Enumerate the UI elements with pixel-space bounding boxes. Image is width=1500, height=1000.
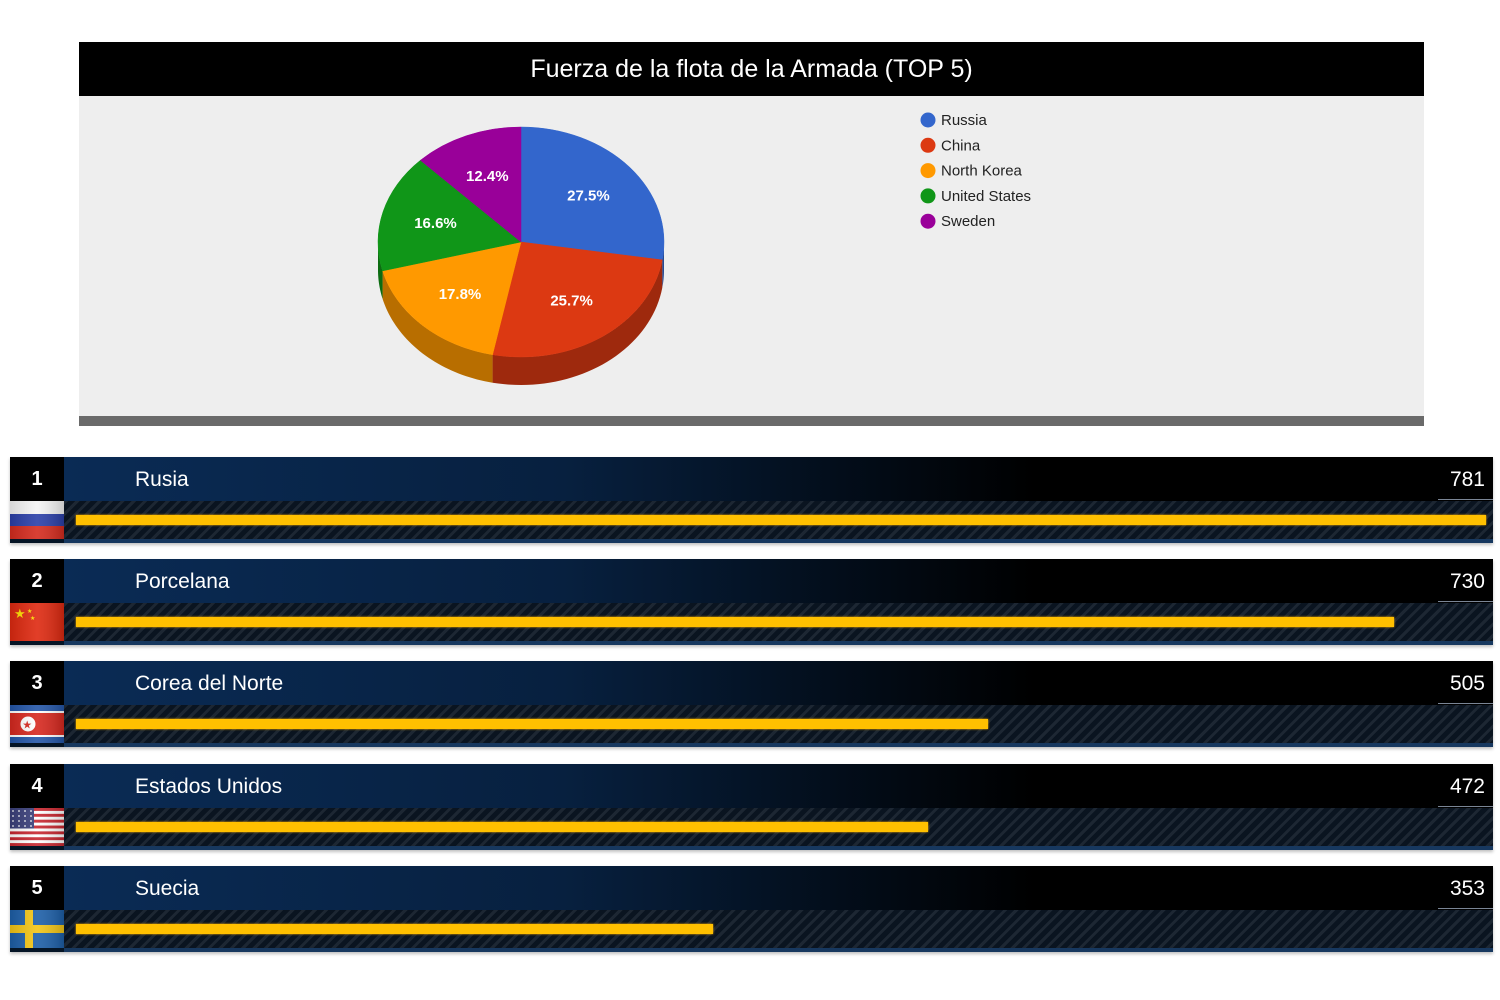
pie-chart: 27.5% 25.7% 17.8% 16.6% 12.4% Russia China Nort…	[377, 112, 1032, 385]
pie-slice-labels: 27.5% 25.7% 17.8% 16.6% 12.4%	[414, 168, 609, 310]
bar-fill	[76, 719, 988, 729]
fleet-value: 781	[1449, 468, 1485, 491]
legend-label: Russia	[941, 112, 988, 129]
rank-number: 3	[10, 661, 64, 705]
country-name: Porcelana	[135, 570, 230, 593]
ranking-header: Estados Unidos 472	[64, 764, 1493, 808]
legend-swatch	[920, 188, 936, 204]
pie-slice-label: 27.5%	[567, 188, 610, 205]
bar-fill	[76, 515, 1486, 525]
row-bottom-line	[64, 846, 1493, 850]
pie-slice-russia[interactable]	[520, 126, 665, 261]
legend-item[interactable]: China	[920, 137, 981, 154]
bar-track	[64, 808, 1493, 846]
ranking-row: 3 Corea del Norte 505 ★	[10, 661, 1493, 747]
ranking-header: Porcelana 730	[64, 559, 1493, 603]
legend-item[interactable]: Sweden	[920, 213, 996, 230]
ranking-header: Suecia 353	[64, 866, 1493, 910]
bar-fill	[76, 822, 928, 832]
country-name: Suecia	[135, 877, 200, 900]
pie-chart-card: 27.5% 25.7% 17.8% 16.6% 12.4% Russia China Nort…	[79, 42, 1424, 426]
pie-slice-china[interactable]	[492, 241, 663, 358]
pie-slice-label: 25.7%	[550, 293, 593, 310]
pie-side-north-korea	[382, 270, 493, 383]
pie-side-china	[492, 259, 663, 385]
ranking-row: 1 Rusia 781	[10, 457, 1493, 543]
row-bottom-line	[64, 641, 1493, 645]
legend-item[interactable]: United States	[920, 188, 1032, 205]
bar-fill	[76, 924, 713, 934]
row-bottom-line	[64, 539, 1493, 543]
rank-number: 1	[10, 457, 64, 501]
usa-flag-icon	[10, 808, 64, 846]
country-name: Estados Unidos	[135, 775, 283, 798]
pie-slice-north-korea[interactable]	[382, 241, 522, 355]
rank-number: 5	[10, 866, 64, 910]
pie-slice-label: 12.4%	[466, 168, 509, 185]
fleet-value: 353	[1449, 877, 1485, 900]
pie-slices	[377, 126, 665, 358]
russia-flag-icon	[10, 501, 64, 539]
ranking-row: 4 Estados Unidos 472	[10, 764, 1493, 850]
legend-item[interactable]: North Korea	[920, 163, 1023, 180]
legend-swatch	[920, 137, 936, 153]
row-bottom-line	[64, 743, 1493, 747]
value-underline	[1438, 601, 1493, 602]
pie-legend: Russia China North Korea United States Swede…	[920, 112, 1032, 230]
pie-slice-united-states[interactable]	[377, 159, 522, 272]
country-name: Rusia	[135, 468, 189, 491]
rank-number: 2	[10, 559, 64, 603]
pie-side-russia	[662, 242, 664, 288]
legend-swatch	[920, 112, 936, 128]
value-underline	[1438, 499, 1493, 500]
north-korea-flag-icon: ★	[10, 705, 64, 743]
pie-slice-label: 16.6%	[414, 215, 457, 232]
sweden-flag-icon	[10, 910, 64, 948]
bar-track	[64, 501, 1493, 539]
pie-side-united-states	[378, 242, 383, 299]
china-flag-icon: ★★★	[10, 603, 64, 641]
pie-side-walls	[378, 242, 664, 385]
rank-number: 4	[10, 764, 64, 808]
bar-track	[64, 910, 1493, 948]
chart-bottom-bar	[79, 416, 1424, 426]
ranking-header: Corea del Norte 505	[64, 661, 1493, 705]
ranking-row: 5 Suecia 353	[10, 866, 1493, 952]
pie-slice-label: 17.8%	[439, 286, 482, 303]
chart-title: Fuerza de la flota de la Armada (TOP 5)	[79, 42, 1424, 96]
bar-track	[64, 603, 1493, 641]
row-bottom-line	[64, 948, 1493, 952]
legend-label: China	[941, 137, 981, 154]
bar-fill	[76, 617, 1394, 627]
legend-item[interactable]: Russia	[920, 112, 988, 129]
legend-swatch	[920, 213, 936, 229]
fleet-value: 472	[1449, 775, 1485, 798]
pie-slice-sweden[interactable]	[419, 126, 522, 243]
legend-label: North Korea	[941, 163, 1023, 180]
legend-label: United States	[941, 188, 1031, 205]
value-underline	[1438, 806, 1493, 807]
ranking-header: Rusia 781	[64, 457, 1493, 501]
bar-track	[64, 705, 1493, 743]
legend-label: Sweden	[941, 213, 995, 230]
fleet-value: 505	[1449, 672, 1485, 695]
fleet-value: 730	[1449, 570, 1485, 593]
country-name: Corea del Norte	[135, 672, 284, 695]
ranking-row: 2 Porcelana 730 ★★★	[10, 559, 1493, 645]
value-underline	[1438, 908, 1493, 909]
value-underline	[1438, 703, 1493, 704]
legend-swatch	[920, 163, 936, 179]
